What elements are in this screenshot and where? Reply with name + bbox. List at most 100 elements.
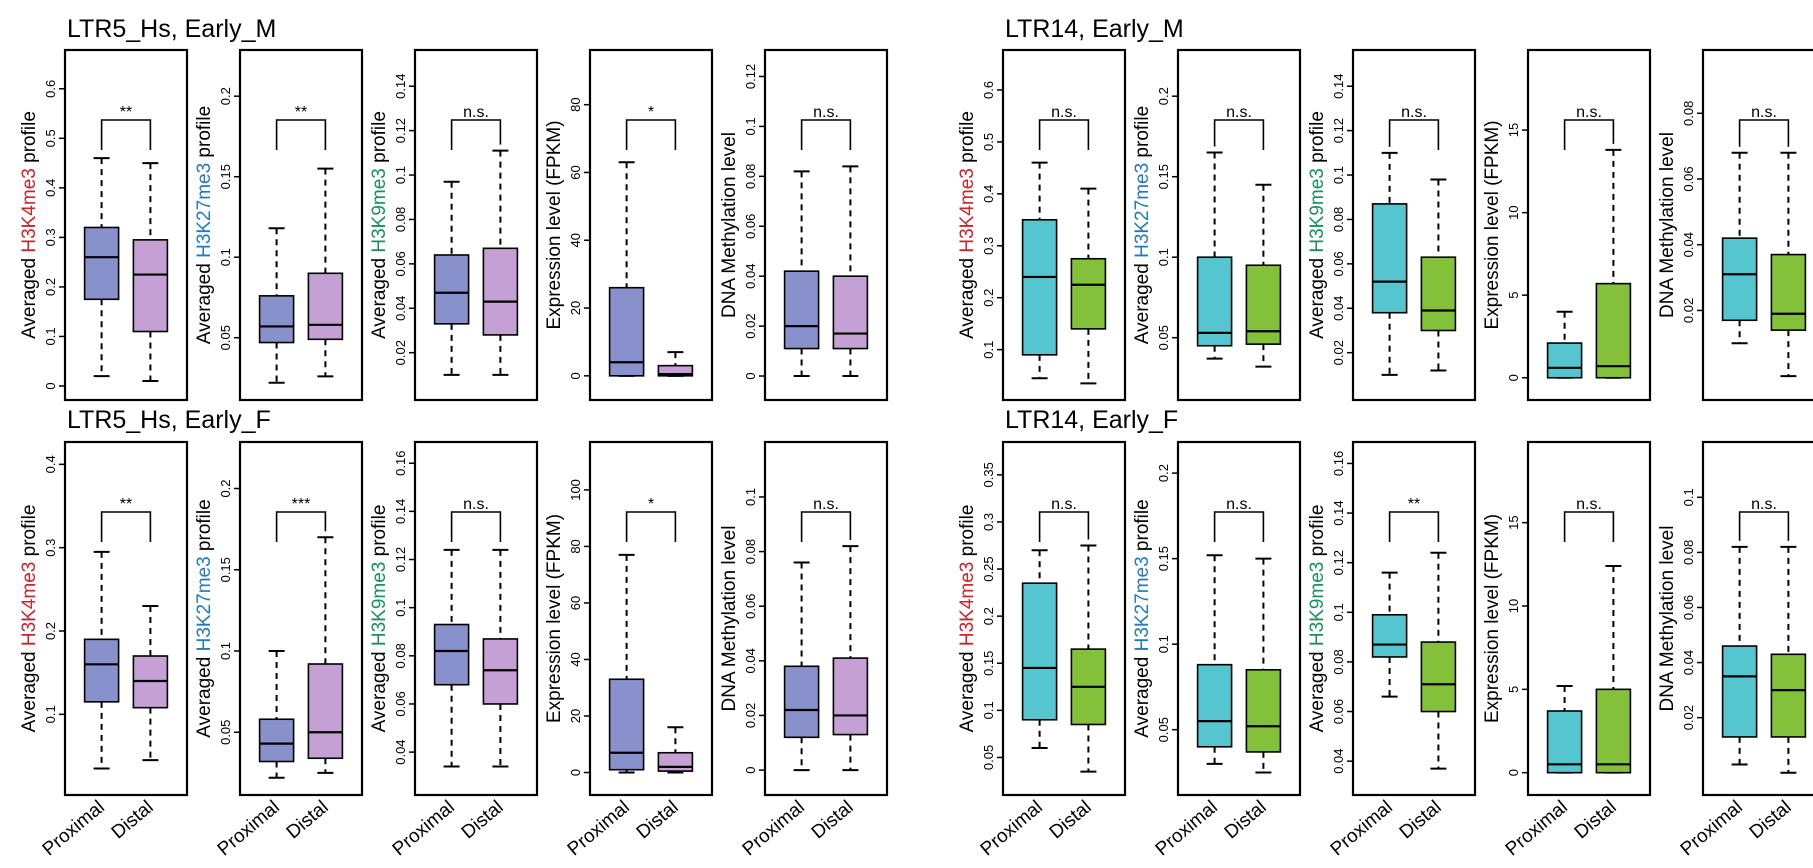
block-0-panel-2-ytick-label: 0.08 bbox=[393, 207, 408, 232]
block-1-panel-4-proximal-box bbox=[1721, 237, 1758, 322]
block-3-panel-0-ytick-label: 0.2 bbox=[981, 607, 996, 625]
block-3-panel-3-ytick-label: 0 bbox=[1506, 769, 1521, 776]
block-1-panel-2-ytick-label: 0.06 bbox=[1331, 251, 1346, 276]
block-0-panel-2-distal-box bbox=[482, 247, 519, 336]
block-0-title: LTR5_Hs, Early_M bbox=[67, 15, 276, 43]
block-1-panel-2-significance-bracket bbox=[1388, 119, 1440, 150]
block-3-panel-3-frame bbox=[1526, 440, 1652, 797]
block-2-panel-4-xlabel-proximal: Proximal bbox=[739, 797, 809, 861]
block-3-panel-0-xlabel-distal: Distal bbox=[1046, 797, 1096, 844]
block-0-panel-2-significance-bracket bbox=[450, 119, 502, 150]
block-3-panel-4-xlabel-distal: Distal bbox=[1746, 797, 1796, 844]
block-0-panel-0-ylabel: Averaged H3K4me3 profile bbox=[19, 111, 40, 339]
ylabel-mark: H3K27me3 bbox=[1132, 556, 1153, 651]
block-3-panel-4-proximal-box bbox=[1721, 645, 1758, 738]
block-0-panel-0-frame bbox=[63, 48, 189, 402]
ylabel-suffix: profile bbox=[194, 499, 215, 556]
block-1-panel-0-distal-box bbox=[1070, 257, 1107, 330]
block-0-panel-1-ylabel: Averaged H3K27me3 profile bbox=[194, 106, 215, 344]
block-1-panel-0-ytick-label: 0.2 bbox=[981, 289, 996, 307]
block-0-panel-3-distal-box bbox=[657, 364, 694, 377]
block-2-panel-0-frame bbox=[63, 440, 189, 797]
block-3-panel-2-xlabel-proximal: Proximal bbox=[1327, 797, 1397, 861]
ylabel-mark: H3K9me3 bbox=[369, 168, 390, 253]
block-2-panel-0-significance-bracket bbox=[100, 511, 152, 542]
block-3-panel-2-ylabel: Averaged H3K9me3 profile bbox=[1307, 505, 1328, 733]
ylabel-suffix: profile bbox=[957, 505, 978, 562]
block-3-panel-0-proximal-box bbox=[1021, 582, 1058, 721]
block-2-panel-3-significance-bracket bbox=[625, 511, 677, 542]
block-2-panel-2-xlabel-distal: Distal bbox=[458, 797, 508, 844]
block-2-panel-0-proximal-box bbox=[83, 638, 120, 703]
block-2-panel-3-distal-box bbox=[657, 751, 694, 772]
block-2-panel-2-ytick-label: 0.06 bbox=[393, 691, 408, 716]
block-2-panel-3-xlabel-distal: Distal bbox=[633, 797, 683, 844]
block-3-panel-2-ytick-label: 0.04 bbox=[1331, 748, 1346, 773]
block-2-panel-1-ylabel: Averaged H3K27me3 profile bbox=[194, 499, 215, 737]
block-3-panel-1-distal-box bbox=[1245, 669, 1282, 753]
ylabel-suffix: profile bbox=[957, 111, 978, 168]
block-2-panel-0-ytick-label: 0.4 bbox=[43, 455, 58, 473]
block-3-panel-3-significance-label: n.s. bbox=[1576, 496, 1602, 513]
ylabel-mark: H3K27me3 bbox=[1132, 163, 1153, 258]
block-3-panel-0-ylabel: Averaged H3K4me3 profile bbox=[957, 505, 978, 733]
block-1-panel-2-ylabel: Averaged H3K9me3 profile bbox=[1307, 111, 1328, 339]
block-2-panel-3-significance-label: * bbox=[648, 496, 654, 513]
block-0-panel-3-ytick-label: 20 bbox=[568, 301, 583, 315]
ylabel-suffix: Expression level (FPKM) bbox=[544, 514, 565, 723]
block-1-panel-0-ytick-label: 0.1 bbox=[981, 341, 996, 359]
ylabel-prefix: Averaged bbox=[1307, 253, 1328, 339]
ylabel-prefix: Averaged bbox=[194, 651, 215, 737]
ylabel-suffix: profile bbox=[1132, 499, 1153, 556]
block-1-panel-0-significance-bracket bbox=[1038, 119, 1090, 150]
block-1-panel-3-significance-label: n.s. bbox=[1576, 104, 1602, 121]
block-2-panel-2-xlabel-proximal: Proximal bbox=[389, 797, 459, 861]
block-2-panel-2-ylabel: Averaged H3K9me3 profile bbox=[369, 505, 390, 733]
block-3-panel-0-ytick-label: 0.15 bbox=[981, 651, 996, 676]
ylabel-suffix: profile bbox=[194, 106, 215, 163]
block-1-panel-2-frame bbox=[1351, 48, 1477, 402]
block-1-panel-2-ytick-label: 0.02 bbox=[1331, 340, 1346, 365]
block-2-panel-3-ytick-label: 100 bbox=[568, 479, 583, 501]
block-2-panel-4-ytick-label: 0.02 bbox=[743, 703, 758, 728]
block-2-panel-1-significance-label: *** bbox=[292, 496, 311, 513]
block-0-panel-1-ytick-label: 0.15 bbox=[218, 164, 233, 189]
block-2-panel-4-ytick-label: 0.06 bbox=[743, 594, 758, 619]
ylabel-prefix: Averaged bbox=[194, 258, 215, 344]
ylabel-suffix: profile bbox=[369, 111, 390, 168]
block-1-panel-0-ytick-label: 0.6 bbox=[981, 81, 996, 99]
block-2-panel-1-xlabel-distal: Distal bbox=[283, 797, 333, 844]
block-3-panel-4-ylabel: DNA Methylation level bbox=[1657, 526, 1678, 712]
block-3-panel-4-significance-bracket bbox=[1738, 511, 1790, 541]
block-2-panel-4-frame bbox=[763, 440, 889, 797]
block-2-panel-4-ytick-label: 0.08 bbox=[743, 539, 758, 564]
block-3-panel-2-ytick-label: 0.06 bbox=[1331, 699, 1346, 724]
block-0-panel-2-ytick-label: 0.12 bbox=[393, 118, 408, 143]
ylabel-mark: H3K9me3 bbox=[369, 562, 390, 647]
block-3-panel-1-frame bbox=[1176, 440, 1302, 797]
block-2-panel-1-frame bbox=[238, 440, 364, 797]
ylabel-suffix: Expression level (FPKM) bbox=[544, 120, 565, 329]
block-3-title: LTR14, Early_F bbox=[1005, 406, 1178, 434]
ylabel-mark: H3K4me3 bbox=[957, 562, 978, 647]
ylabel-prefix: Averaged bbox=[19, 646, 40, 732]
block-2-panel-2-ytick-label: 0.1 bbox=[393, 599, 408, 617]
block-1-panel-1-ytick-label: 0.05 bbox=[1156, 325, 1171, 350]
block-0-panel-2-proximal-box bbox=[433, 254, 470, 325]
block-1-panel-1-significance-bracket bbox=[1213, 119, 1265, 150]
block-2-panel-4-ytick-label: 0 bbox=[743, 766, 758, 773]
block-0-panel-0-significance-label: ** bbox=[120, 104, 132, 121]
ylabel-mark: H3K4me3 bbox=[957, 168, 978, 253]
block-3-panel-2-xlabel-distal: Distal bbox=[1396, 797, 1446, 844]
block-3-panel-0-significance-label: n.s. bbox=[1051, 496, 1077, 513]
block-2-panel-4-distal-box bbox=[832, 657, 869, 736]
block-2-panel-2-frame bbox=[413, 440, 539, 797]
block-3-panel-3-xlabel-distal: Distal bbox=[1571, 797, 1621, 844]
block-0-panel-1-significance-bracket bbox=[275, 119, 327, 150]
block-1-panel-3-significance-bracket bbox=[1563, 119, 1615, 150]
block-1-title: LTR14, Early_M bbox=[1005, 15, 1184, 43]
block-1-panel-2-proximal-box bbox=[1371, 203, 1408, 314]
block-3-panel-1-ytick-label: 0.1 bbox=[1156, 635, 1171, 653]
block-1-panel-4-ytick-label: 0.08 bbox=[1681, 101, 1696, 126]
block-0-panel-1-ytick-label: 0.1 bbox=[218, 248, 233, 266]
